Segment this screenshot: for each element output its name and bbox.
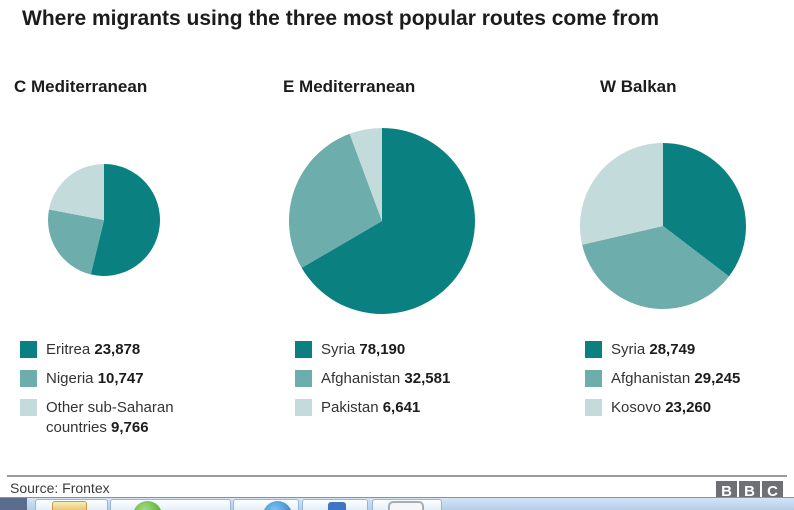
legend-label: Syria <box>321 341 356 358</box>
legend-c-mediterranean: Eritrea 23,878 Nigeria 10,747 Other sub-… <box>20 340 215 447</box>
pie-slice-syria <box>301 128 476 314</box>
legend-item: Syria 28,749 <box>585 340 790 360</box>
legend-label: Eritrea <box>46 341 91 358</box>
bbc-logo-letter: B <box>739 481 760 502</box>
page-title: Where migrants using the three most popu… <box>22 7 660 30</box>
legend-item: Pakistan 6,641 <box>295 398 525 418</box>
legend-value: 9,766 <box>111 419 149 436</box>
legend-value: 23,878 <box>94 341 141 358</box>
legend-swatch-light-teal <box>295 399 312 416</box>
legend-swatch-mid-teal <box>20 370 37 387</box>
legend-swatch-dark-teal <box>585 341 602 358</box>
legend-value: 6,641 <box>382 399 421 416</box>
legend-w-balkan: Syria 28,749 Afghanistan 29,245 Kosovo 2… <box>585 340 790 427</box>
legend-item: Other sub-Saharan countries 9,766 <box>20 398 215 438</box>
legend-swatch-dark-teal <box>295 341 312 358</box>
pie-title-w-balkan: W Balkan <box>600 77 677 96</box>
green-orb-icon[interactable] <box>133 501 162 510</box>
legend-swatch-light-teal <box>585 399 602 416</box>
legend-value: 78,190 <box>359 341 406 358</box>
pie-slice-eritrea <box>90 164 160 276</box>
window-icon[interactable] <box>388 501 424 510</box>
taskbar-start-edge[interactable] <box>0 498 27 510</box>
legend-label: Pakistan <box>321 399 379 416</box>
legend-item: Kosovo 23,260 <box>585 398 790 418</box>
pie-slice-syria <box>663 143 746 277</box>
bbc-logo-letter: B <box>716 481 737 502</box>
blue-app-icon[interactable] <box>328 502 346 510</box>
legend-item: Eritrea 23,878 <box>20 340 215 360</box>
legend-label: Nigeria <box>46 370 94 387</box>
pie-slice-pakistan <box>349 128 382 221</box>
bbc-logo: B B C <box>716 481 783 502</box>
legend-item: Syria 78,190 <box>295 340 525 360</box>
legend-label: Other sub-Saharan countries <box>46 399 174 436</box>
legend-label: Afghanistan <box>611 370 691 387</box>
legend-value: 23,260 <box>665 399 712 416</box>
pie-chart-w-balkan <box>580 143 746 309</box>
source-attribution: Source: Frontex <box>10 480 110 496</box>
legend-value: 10,747 <box>97 370 144 387</box>
pie-title-e-mediterranean: E Mediterranean <box>283 77 416 96</box>
legend-label: Syria <box>611 341 646 358</box>
legend-swatch-dark-teal <box>20 341 37 358</box>
legend-item: Afghanistan 32,581 <box>295 369 525 389</box>
legend-swatch-mid-teal <box>295 370 312 387</box>
blue-orb-icon[interactable] <box>263 501 292 510</box>
taskbar-button-green-app[interactable] <box>110 499 231 510</box>
legend-label: Afghanistan <box>321 370 401 387</box>
pie-chart-c-mediterranean <box>47 164 160 276</box>
pie-chart-e-mediterranean <box>289 128 476 314</box>
pie-title-c-mediterranean: C Mediterranean <box>14 77 148 96</box>
legend-label: Kosovo <box>611 399 662 416</box>
legend-item: Nigeria 10,747 <box>20 369 215 389</box>
windows-taskbar[interactable] <box>0 497 794 510</box>
legend-item: Afghanistan 29,245 <box>585 369 790 389</box>
pie-slice-nigeria <box>47 209 104 275</box>
legend-swatch-light-teal <box>20 399 37 416</box>
legend-value: 32,581 <box>404 370 451 387</box>
legend-value: 29,245 <box>694 370 741 387</box>
pie-slice-kosovo <box>580 143 663 245</box>
folder-icon[interactable] <box>52 501 87 510</box>
pie-slice-afghanistan <box>582 226 729 309</box>
pie-slice-other-sub-saharan-countries <box>48 164 104 220</box>
legend-swatch-mid-teal <box>585 370 602 387</box>
legend-e-mediterranean: Syria 78,190 Afghanistan 32,581 Pakistan… <box>295 340 525 427</box>
pie-slice-afghanistan <box>289 133 382 268</box>
footer-divider <box>7 475 787 477</box>
legend-value: 28,749 <box>649 341 696 358</box>
bbc-logo-letter: C <box>762 481 783 502</box>
